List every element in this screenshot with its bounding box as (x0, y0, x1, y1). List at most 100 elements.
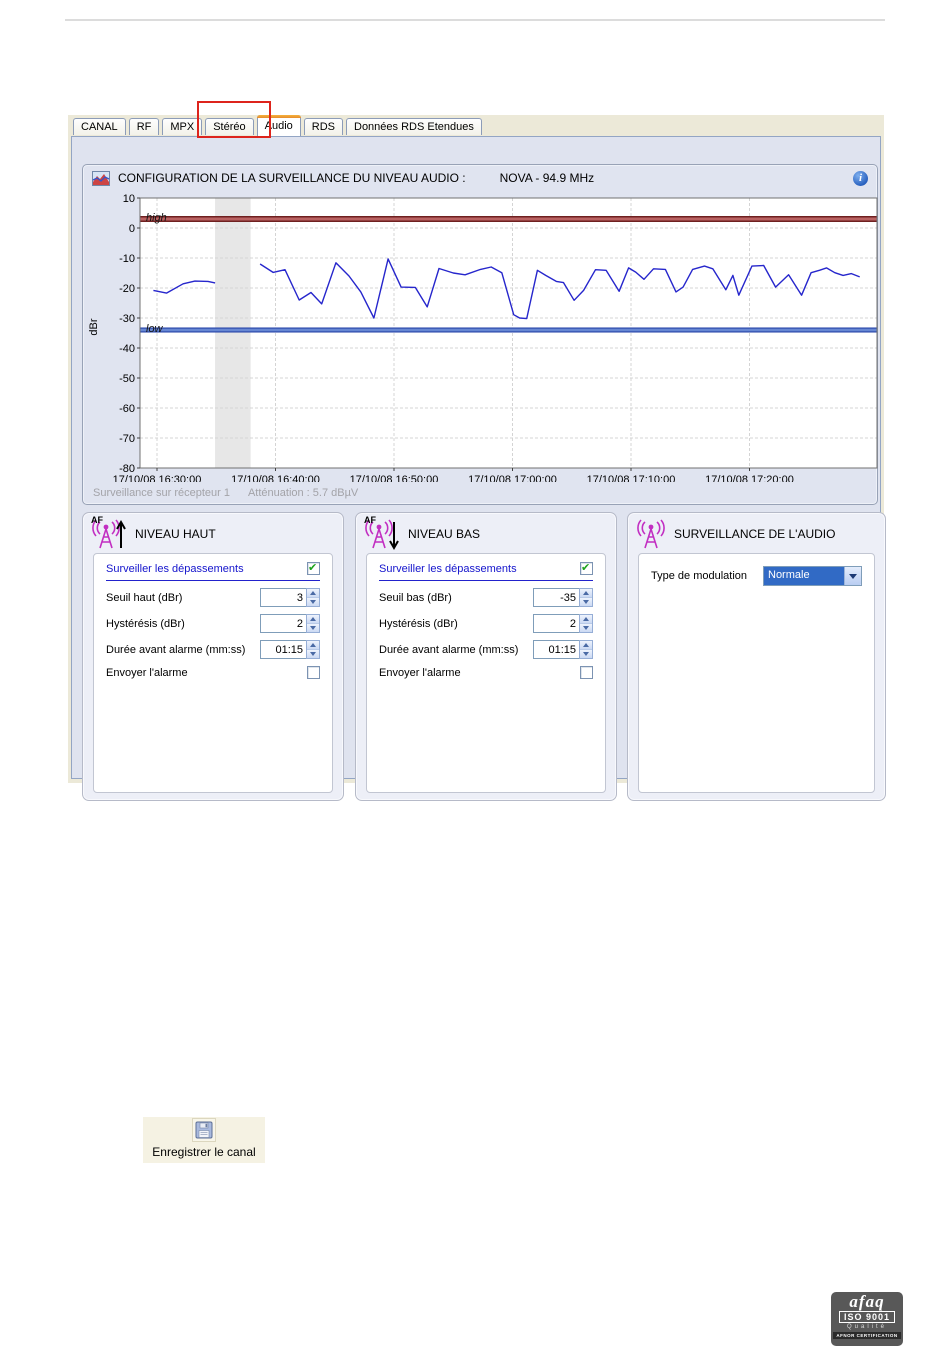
hysteresis-spinner (260, 614, 320, 633)
seuil-haut-label: Seuil haut (dBr) (106, 591, 183, 604)
svg-text:17/10/08 17:10:00: 17/10/08 17:10:00 (587, 474, 676, 482)
monitor-overruns-checkbox[interactable] (307, 561, 320, 575)
svg-text:-50: -50 (119, 373, 135, 385)
tab-rf[interactable]: RF (128, 118, 160, 136)
niveau-bas-panel: AF NIVEAU BAS Surveiller les dépassement… (355, 512, 617, 801)
spin-down-button[interactable] (580, 597, 592, 606)
threshold-label-low: low (146, 323, 164, 335)
duree-avant-alarme-label: Durée avant alarme (mm:ss) (379, 643, 519, 656)
hysteresis-input[interactable] (260, 614, 306, 633)
spin-up-button[interactable] (580, 589, 592, 597)
tab-bar: CANAL RF MPX Stéréo Audio RDS Données RD… (73, 115, 485, 136)
series-audio-level (153, 280, 216, 294)
antenna-af-up-icon: AF (91, 515, 127, 551)
type-modulation-value: Normale (764, 567, 844, 585)
iso-9001-label: ISO 9001 (838, 1311, 896, 1323)
duree-avant-alarme-input[interactable] (533, 640, 579, 659)
hysteresis-spinner (533, 614, 593, 633)
svg-text:17/10/08 17:20:00: 17/10/08 17:20:00 (705, 474, 794, 482)
svg-text:-60: -60 (119, 403, 135, 415)
chart-header: CONFIGURATION DE LA SURVEILLANCE DU NIVE… (83, 165, 877, 191)
seuil-haut-input[interactable] (260, 588, 306, 607)
hysteresis-label: Hystérésis (dBr) (106, 617, 185, 630)
duree-avant-alarme-spinner (533, 640, 593, 659)
seuil-haut-spinner (260, 588, 320, 607)
y-axis-label: dBr (88, 318, 100, 335)
svg-text:17/10/08 16:30:00: 17/10/08 16:30:00 (113, 474, 202, 482)
chevron-down-icon[interactable] (844, 567, 861, 585)
surveillance-audio-panel: SURVEILLANCE DE L'AUDIO Type de modulati… (627, 512, 886, 801)
spin-down-button[interactable] (307, 623, 319, 632)
attenuation-text: Atténuation : 5.7 dBµV (247, 487, 359, 499)
surveillance-audio-title: SURVEILLANCE DE L'AUDIO (674, 527, 836, 541)
svg-text:-30: -30 (119, 313, 135, 325)
svg-text:17/10/08 16:40:00: 17/10/08 16:40:00 (231, 474, 320, 482)
spin-down-button[interactable] (307, 649, 319, 658)
surveillance-audio-header: SURVEILLANCE DE L'AUDIO (636, 517, 835, 551)
spin-down-button[interactable] (307, 597, 319, 606)
niveau-bas-groupbox: Surveiller les dépassements Seuil bas (d… (366, 553, 606, 793)
app-screenshot: CANAL RF MPX Stéréo Audio RDS Données RD… (68, 115, 886, 801)
antenna-icon (636, 517, 666, 551)
afaq-name: afaq (849, 1292, 885, 1311)
duree-avant-alarme-label: Durée avant alarme (mm:ss) (106, 643, 246, 656)
svg-text:-80: -80 (119, 463, 135, 475)
tab-audio[interactable]: Audio (256, 115, 301, 136)
audio-level-chart: highlow100-10-20-30-40-50-60-70-8017/10/… (88, 193, 878, 482)
seuil-bas-spinner (533, 588, 593, 607)
svg-text:17/10/08 16:50:00: 17/10/08 16:50:00 (350, 474, 439, 482)
spin-down-button[interactable] (580, 649, 592, 658)
save-channel-label: Enregistrer le canal (152, 1145, 256, 1159)
info-icon[interactable]: i (853, 170, 868, 186)
tab-canal[interactable]: CANAL (73, 118, 126, 136)
type-modulation-select[interactable]: Normale (763, 566, 862, 586)
envoyer-alarme-label: Envoyer l'alarme (106, 666, 188, 679)
niveau-haut-title: NIVEAU HAUT (135, 527, 216, 541)
envoyer-alarme-checkbox[interactable] (580, 666, 593, 679)
svg-text:0: 0 (129, 223, 135, 235)
no-data-band (215, 198, 251, 468)
spin-up-button[interactable] (307, 641, 319, 649)
niveau-haut-header: AF NIVEAU HAUT (91, 515, 216, 551)
type-modulation-label: Type de modulation (651, 570, 748, 582)
chart-icon (92, 170, 110, 186)
spin-up-button[interactable] (307, 589, 319, 597)
af-label: AF (364, 515, 376, 525)
tab-page-content: CONFIGURATION DE LA SURVEILLANCE DU NIVE… (71, 136, 886, 801)
save-channel-button[interactable]: Enregistrer le canal (143, 1117, 265, 1163)
tab-page: CONFIGURATION DE LA SURVEILLANCE DU NIVE… (68, 135, 886, 801)
hysteresis-input[interactable] (533, 614, 579, 633)
tab-rds[interactable]: RDS (303, 118, 343, 136)
surveillance-audio-groupbox: Type de modulation Normale (638, 553, 875, 793)
duree-avant-alarme-input[interactable] (260, 640, 306, 659)
spin-up-button[interactable] (580, 615, 592, 623)
chart-footer: Surveillance sur récepteur 1 Atténuation… (93, 487, 358, 499)
svg-text:-40: -40 (119, 343, 135, 355)
page-header-rule (65, 19, 885, 21)
duree-avant-alarme-spinner (260, 640, 320, 659)
tab-donnees-rds[interactable]: Données RDS Etendues (346, 118, 482, 136)
floppy-disk-icon (192, 1118, 216, 1142)
audio-level-config-panel: CONFIGURATION DE LA SURVEILLANCE DU NIVE… (82, 164, 878, 505)
annotation-highlight-audio-tab (197, 101, 271, 138)
tab-mpx[interactable]: MPX (162, 118, 203, 136)
svg-text:17/10/08 17:00:00: 17/10/08 17:00:00 (468, 474, 557, 482)
chart-station-value: NOVA - 94.9 MHz (499, 171, 595, 185)
svg-text:-20: -20 (119, 283, 135, 295)
tab-stereo[interactable]: Stéréo (205, 118, 254, 136)
monitor-overruns-label: Surveiller les dépassements (379, 562, 517, 575)
seuil-bas-input[interactable] (533, 588, 579, 607)
envoyer-alarme-label: Envoyer l'alarme (379, 666, 461, 679)
monitor-overruns-checkbox[interactable] (580, 561, 593, 575)
spin-up-button[interactable] (580, 641, 592, 649)
spin-down-button[interactable] (580, 623, 592, 632)
svg-text:-10: -10 (119, 253, 135, 265)
niveau-bas-header: AF NIVEAU BAS (364, 515, 480, 551)
spin-up-button[interactable] (307, 615, 319, 623)
hysteresis-label: Hystérésis (dBr) (379, 617, 458, 630)
afnor-certification-label: AFNOR CERTIFICATION (833, 1332, 901, 1339)
envoyer-alarme-checkbox[interactable] (307, 666, 320, 679)
svg-text:-70: -70 (119, 433, 135, 445)
threshold-label-high: high (146, 212, 167, 224)
